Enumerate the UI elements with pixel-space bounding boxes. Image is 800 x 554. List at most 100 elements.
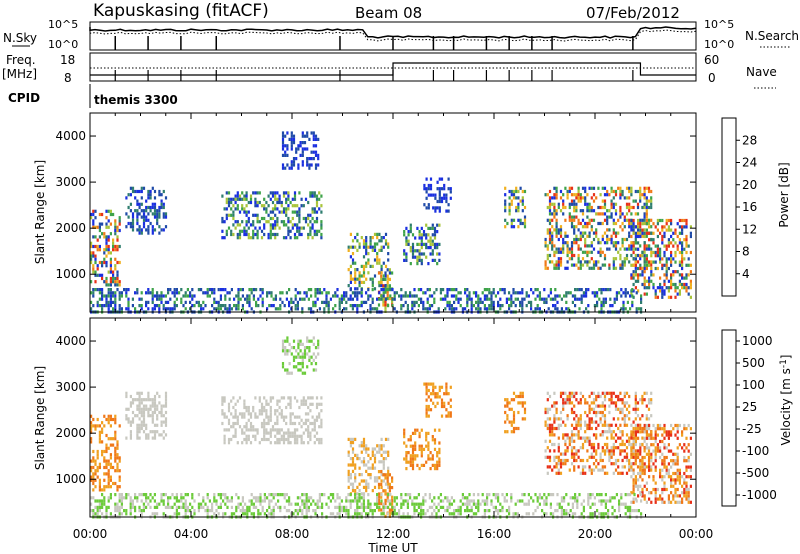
data-cell [687,455,690,460]
data-cell [312,131,315,135]
data-cell [643,196,646,200]
data-cell [280,412,283,416]
data-cell [606,189,609,194]
data-cell [107,244,110,249]
data-cell [639,452,642,456]
data-cell [661,225,664,229]
data-cell [630,468,633,472]
data-cell [295,349,298,353]
data-cell [167,307,170,311]
data-cell [656,266,659,271]
data-cell [211,505,214,509]
data-cell [367,258,370,262]
data-cell [92,449,95,454]
data-cell [138,391,141,395]
data-cell [630,491,633,495]
data-cell [407,239,410,243]
data-cell [90,291,93,295]
data-cell [570,449,574,453]
data-cell [645,254,648,258]
data-cell [278,200,281,205]
data-cell [362,479,366,483]
data-cell [599,404,602,408]
data-cell [562,436,565,440]
data-cell [656,218,659,223]
data-cell [309,213,312,217]
data-cell [685,446,688,450]
data-cell [678,263,681,267]
data-cell [94,472,97,476]
data-cell [116,260,119,265]
data-cell [641,465,644,469]
data-cell [290,300,293,304]
data-cell [358,444,361,448]
data-cell [637,289,640,293]
data-cell [293,194,297,198]
data-cell [320,402,323,406]
data-cell [614,231,618,235]
data-cell [450,307,453,311]
data-cell [282,223,286,227]
data-cell [429,187,433,191]
data-cell [320,396,323,400]
data-cell [523,417,527,421]
data-cell [380,447,383,451]
data-cell [237,288,240,292]
data-cell [356,248,359,252]
data-cell [685,468,688,472]
data-cell [125,417,128,421]
data-cell [343,297,346,301]
data-cell [245,425,248,429]
data-cell [365,469,368,473]
data-cell [238,197,242,201]
data-cell [140,196,143,200]
data-cell [314,288,317,292]
data-cell [107,437,110,441]
data-cell [614,244,618,248]
data-cell [107,417,110,422]
data-cell [112,291,115,295]
data-cell [643,391,646,395]
data-cell [384,284,387,288]
data-cell [267,220,270,224]
data-cell [360,441,363,445]
data-cell [621,189,624,194]
data-cell [440,398,444,402]
data-cell [575,234,578,238]
data-cell [298,229,301,233]
data-cell [470,307,473,311]
data-cell [455,288,458,292]
data-cell [317,339,320,343]
data-cell [448,304,451,308]
data-cell [409,230,412,234]
data-cell [317,137,320,141]
data-cell [674,241,677,245]
data-cell [362,268,366,272]
data-cell [665,465,668,469]
data-cell [358,489,361,493]
data-cell [109,291,112,295]
data-cell [278,399,281,403]
data-cell [109,493,112,497]
data-cell [96,475,99,479]
data-cell [548,234,552,238]
data-cell [622,300,625,304]
data-cell [308,339,311,343]
data-cell [559,391,563,395]
data-cell [254,232,257,237]
data-cell [320,421,323,426]
data-cell [307,307,310,311]
data-cell [380,284,383,288]
data-cell [354,271,357,275]
data-cell [378,476,381,480]
data-cell [665,244,668,248]
data-cell [236,418,239,422]
data-cell [384,514,387,518]
data-cell [667,279,670,283]
data-cell [306,157,309,161]
data-cell [647,189,651,194]
data-cell [604,300,607,304]
data-cell [639,468,642,472]
data-cell [546,446,549,450]
data-cell [433,438,437,442]
